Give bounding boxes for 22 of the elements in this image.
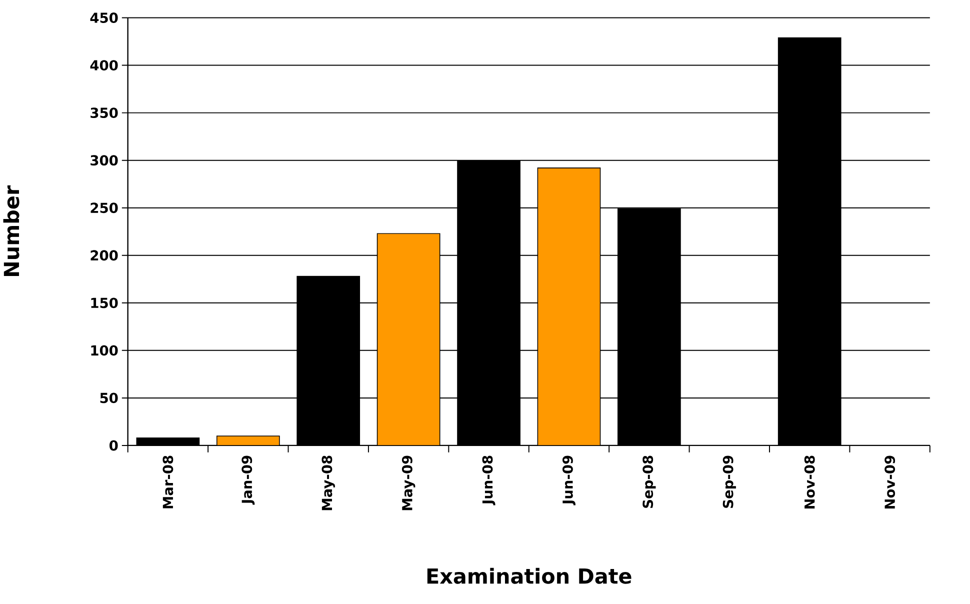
y-tick-label: 0 [110, 440, 118, 451]
y-tick-label: 200 [90, 250, 118, 261]
y-tick-label: 50 [100, 392, 118, 404]
y-tick-label: 400 [90, 60, 118, 71]
x-tick-label: Sep-08 [642, 456, 656, 508]
x-tick-label: Jun-08 [482, 456, 496, 506]
y-tick-label: 450 [90, 12, 118, 24]
x-axis-title: Examination Date [427, 568, 632, 584]
y-tick-label: 250 [90, 202, 118, 214]
y-tick-label: 300 [90, 155, 118, 166]
x-tick-label: Mar-08 [162, 456, 174, 509]
y-tick-label: 100 [91, 345, 118, 356]
x-tick-label: Jan-09 [242, 456, 255, 506]
y-tick-label: 150 [91, 298, 118, 308]
x-tick-label: Sep-09 [722, 456, 736, 508]
x-tick-label: Jun-09 [562, 456, 576, 506]
x-tick-label: May-08 [322, 456, 335, 510]
x-tick-label: May-09 [402, 456, 416, 510]
x-tick-label: Nov-09 [884, 456, 896, 509]
y-axis-title: Number [3, 186, 20, 276]
x-tick-label: Nov-08 [804, 456, 815, 509]
y-tick-label: 350 [90, 108, 118, 118]
